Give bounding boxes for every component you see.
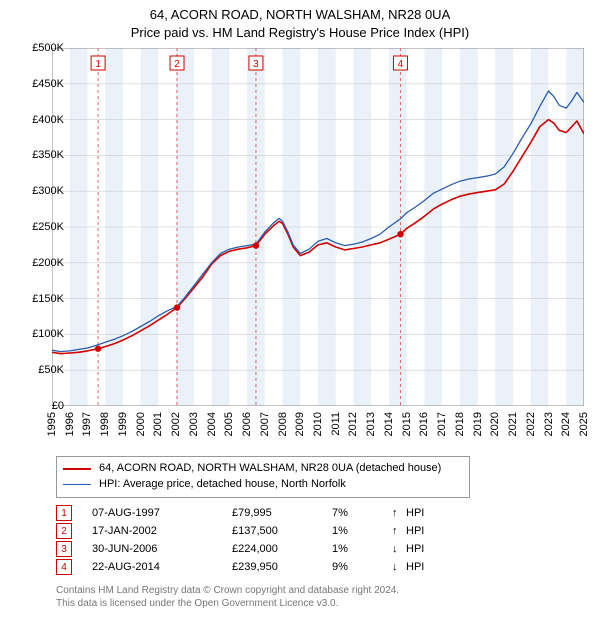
sale-hpi-label: HPI [406,525,436,537]
y-tick-label: £0 [14,400,64,412]
y-tick-label: £300K [14,185,64,197]
sale-price: £239,950 [232,561,332,573]
x-tick-label: 2007 [259,412,271,452]
footnote-line1: Contains HM Land Registry data © Crown c… [56,584,399,597]
sale-date: 17-JAN-2002 [92,525,232,537]
x-tick-label: 2003 [188,412,200,452]
footnote-line2: This data is licensed under the Open Gov… [56,597,399,610]
legend: 64, ACORN ROAD, NORTH WALSHAM, NR28 0UA … [56,456,470,498]
sale-date: 07-AUG-1997 [92,507,232,519]
x-tick-label: 1997 [81,412,93,452]
legend-swatch [63,468,91,470]
sale-hpi-label: HPI [406,543,436,555]
sale-marker: 3 [56,541,72,557]
sale-date: 30-JUN-2006 [92,543,232,555]
x-tick-label: 1995 [46,412,58,452]
chart-title-main: 64, ACORN ROAD, NORTH WALSHAM, NR28 0UA [0,6,600,24]
sale-price: £224,000 [232,543,332,555]
x-tick-label: 2022 [525,412,537,452]
x-tick-label: 1996 [64,412,76,452]
sale-row: 4 22-AUG-2014£239,9509%↓HPI [56,558,436,576]
sale-arrow-icon: ↓ [392,561,406,573]
sale-arrow-icon: ↓ [392,543,406,555]
svg-text:4: 4 [398,59,404,70]
sale-marker: 2 [56,523,72,539]
sale-marker: 1 [56,505,72,521]
y-tick-label: £50K [14,364,64,376]
y-tick-label: £200K [14,257,64,269]
x-tick-label: 2001 [152,412,164,452]
sale-row: 2 17-JAN-2002£137,5001%↑HPI [56,522,436,540]
legend-swatch [63,484,91,485]
sale-hpi-label: HPI [406,561,436,573]
y-tick-label: £500K [14,42,64,54]
sale-hpi-label: HPI [406,507,436,519]
sale-row: 1 07-AUG-1997£79,9957%↑HPI [56,504,436,522]
y-tick-label: £100K [14,328,64,340]
chart-title-block: 64, ACORN ROAD, NORTH WALSHAM, NR28 0UA … [0,0,600,41]
x-tick-label: 2004 [206,412,218,452]
y-tick-label: £150K [14,293,64,305]
sale-diff: 7% [332,507,392,519]
sale-arrow-icon: ↑ [392,507,406,519]
x-tick-label: 2006 [241,412,253,452]
y-tick-label: £400K [14,114,64,126]
sales-table: 107-AUG-1997£79,9957%↑HPI217-JAN-2002£13… [56,504,436,576]
x-tick-label: 2021 [507,412,519,452]
page: 64, ACORN ROAD, NORTH WALSHAM, NR28 0UA … [0,0,600,620]
svg-text:1: 1 [95,59,101,70]
chart-area: 1 2 3 4 [52,48,584,406]
x-tick-label: 2010 [312,412,324,452]
footnote: Contains HM Land Registry data © Crown c… [56,584,399,610]
x-tick-label: 2011 [330,412,342,452]
x-tick-label: 2005 [223,412,235,452]
x-tick-label: 2023 [543,412,555,452]
x-tick-label: 2019 [472,412,484,452]
x-tick-label: 2002 [170,412,182,452]
sale-price: £137,500 [232,525,332,537]
sale-marker: 4 [56,559,72,575]
sale-diff: 9% [332,561,392,573]
x-tick-label: 1998 [99,412,111,452]
x-tick-label: 2012 [347,412,359,452]
sale-diff: 1% [332,543,392,555]
chart-title-sub: Price paid vs. HM Land Registry's House … [0,24,600,42]
x-tick-label: 2015 [401,412,413,452]
chart-svg: 1 2 3 4 [52,48,584,406]
svg-text:2: 2 [174,59,180,70]
sale-price: £79,995 [232,507,332,519]
legend-row: 64, ACORN ROAD, NORTH WALSHAM, NR28 0UA … [63,461,463,477]
svg-text:3: 3 [253,59,259,70]
x-tick-label: 2016 [418,412,430,452]
x-tick-label: 2025 [578,412,590,452]
legend-row: HPI: Average price, detached house, Nort… [63,477,463,493]
sale-date: 22-AUG-2014 [92,561,232,573]
y-tick-label: £450K [14,78,64,90]
x-tick-label: 2017 [436,412,448,452]
x-tick-label: 2000 [135,412,147,452]
sale-row: 3 30-JUN-2006£224,0001%↓HPI [56,540,436,558]
x-tick-label: 2018 [454,412,466,452]
sale-diff: 1% [332,525,392,537]
legend-label: HPI: Average price, detached house, Nort… [99,477,346,493]
x-tick-label: 2020 [489,412,501,452]
x-tick-label: 1999 [117,412,129,452]
x-tick-label: 2014 [383,412,395,452]
y-tick-label: £350K [14,149,64,161]
x-tick-label: 2008 [277,412,289,452]
x-tick-label: 2024 [560,412,572,452]
y-tick-label: £250K [14,221,64,233]
legend-label: 64, ACORN ROAD, NORTH WALSHAM, NR28 0UA … [99,461,441,477]
x-tick-label: 2013 [365,412,377,452]
sale-arrow-icon: ↑ [392,525,406,537]
x-tick-label: 2009 [294,412,306,452]
